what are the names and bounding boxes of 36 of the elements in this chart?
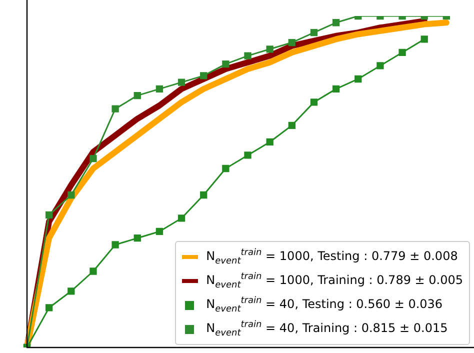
point [90,268,97,275]
point [288,122,296,129]
point [178,214,186,222]
point [45,211,53,218]
point [266,46,274,53]
legend-label: N$_{event}$$^{train}$ = 40, Testing : 0.560 ± 0.036 [206,296,443,314]
legend-label: N$_{event}$$^{train}$ = 1000, Testing : 0.779 ± 0.008 [206,248,458,266]
point [332,19,340,26]
point [68,191,75,199]
point [68,288,75,295]
point [90,154,97,162]
point [266,138,274,146]
point [112,105,119,112]
point [310,98,318,106]
legend-label: N$_{event}$$^{train}$ = 1000, Training : 0.789 ± 0.005 [206,272,463,290]
point [244,152,252,159]
point [156,85,164,93]
point [156,228,164,236]
legend-label: N$_{event}$$^{train}$ = 40, Training : 0.815 ± 0.015 [206,320,448,338]
point [420,36,428,43]
point [398,48,406,56]
point [376,62,384,70]
point [45,304,53,312]
point [222,60,230,68]
point [222,164,230,172]
point [354,75,362,83]
point [332,85,340,93]
point [200,191,208,199]
point [134,234,141,242]
point [134,92,141,100]
point [288,38,296,46]
point [244,52,252,60]
point [200,72,208,80]
point [310,28,318,36]
point [112,241,119,248]
point [178,78,186,86]
